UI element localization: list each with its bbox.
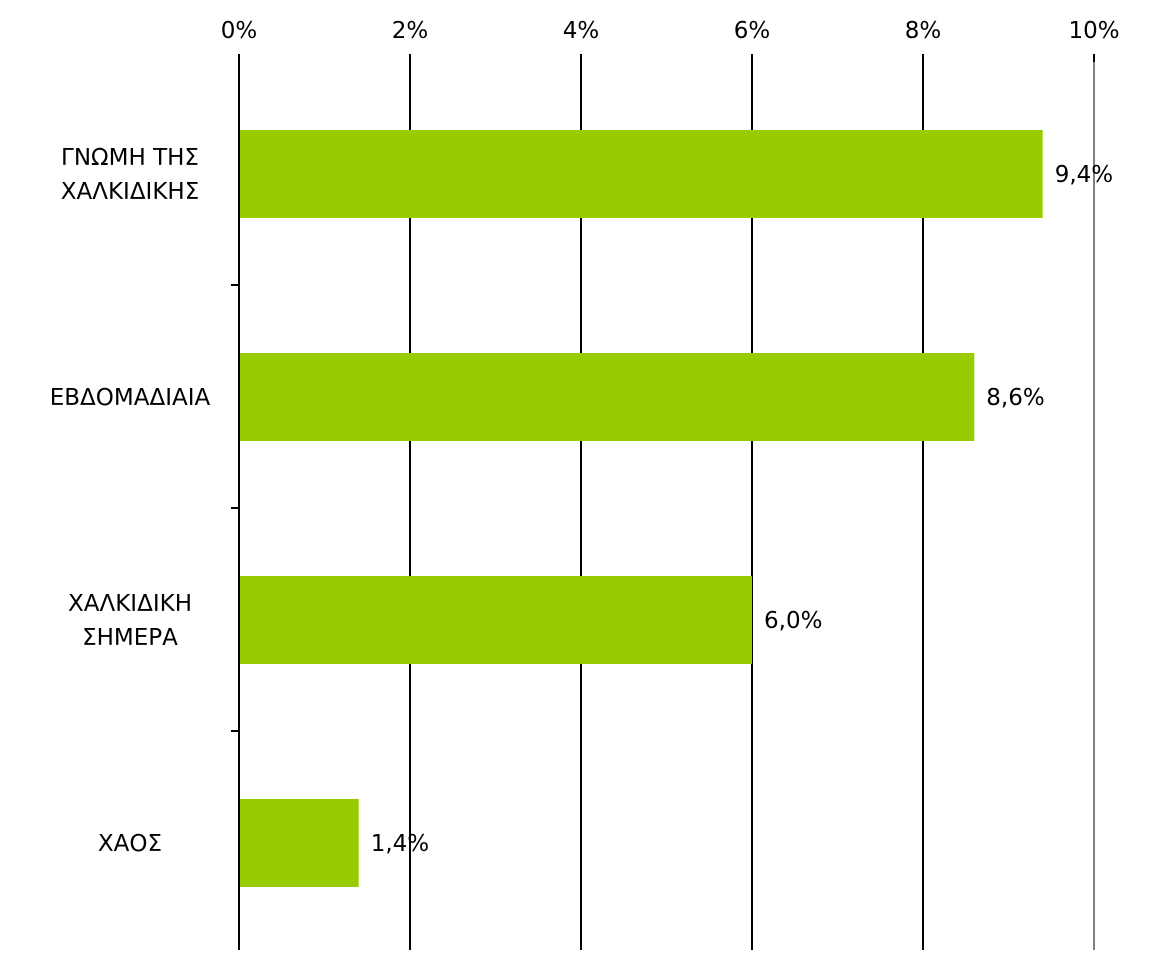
category-label-line: ΓΝΩΜΗ ΤΗΣ	[61, 145, 199, 171]
data-label: 6,0%	[764, 608, 822, 634]
category-label-line: ΣΗΜΕΡΑ	[82, 625, 178, 651]
labels-layer: 0% 2% 4% 6% 8% 10% 9,4% ΓΝΩΜΗ ΤΗΣ ΧΑΛΚΙΔΙΚΗΣ 8,6%…	[50, 18, 1120, 857]
x-tick-label: 4%	[563, 18, 600, 44]
x-tick-label: 10%	[1068, 18, 1119, 44]
x-tick-label: 2%	[392, 18, 429, 44]
category-label-line: ΧΑΛΚΙΔΙΚΗ	[68, 591, 192, 617]
data-label: 8,6%	[986, 385, 1044, 411]
category-label-line: ΧΑΟΣ	[98, 831, 162, 857]
bar	[240, 576, 752, 664]
x-tick-label: 6%	[734, 18, 771, 44]
category-label: ΧΑΟΣ	[98, 831, 162, 857]
data-label: 1,4%	[371, 831, 429, 857]
category-label: ΕΒΔΟΜΑΔΙΑΙΑ	[50, 385, 211, 411]
bar	[240, 130, 1043, 218]
category-label: ΓΝΩΜΗ ΤΗΣ ΧΑΛΚΙΔΙΚΗΣ	[61, 145, 200, 205]
axis-layer	[231, 54, 1095, 950]
category-label-line: ΧΑΛΚΙΔΙΚΗΣ	[61, 179, 200, 205]
bars-layer	[240, 130, 1043, 887]
category-label-line: ΕΒΔΟΜΑΔΙΑΙΑ	[50, 385, 211, 411]
bar	[240, 799, 359, 887]
bar	[240, 353, 975, 441]
data-label: 9,4%	[1055, 162, 1113, 188]
x-tick-label: 8%	[905, 18, 942, 44]
x-tick-label: 0%	[221, 18, 258, 44]
category-label: ΧΑΛΚΙΔΙΚΗ ΣΗΜΕΡΑ	[68, 591, 192, 651]
